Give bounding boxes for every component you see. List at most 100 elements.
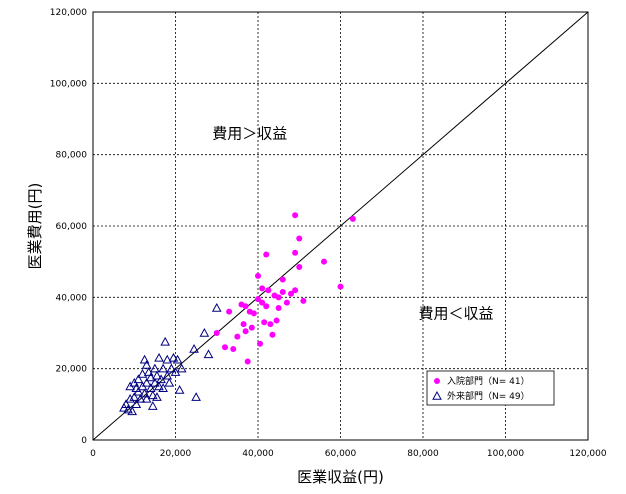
data-point-2 (168, 352, 179, 362)
data-point-2 (139, 388, 150, 398)
data-point-1 (250, 310, 257, 317)
data-point-1 (292, 212, 299, 219)
data-point-2 (131, 383, 142, 392)
x-tick-label: 100,000 (487, 449, 524, 459)
y-tick-label: 120,000 (50, 8, 87, 18)
data-point-1 (248, 324, 255, 331)
data-point-1 (300, 297, 307, 304)
data-point-2 (123, 404, 133, 414)
data-point-2 (133, 374, 144, 384)
y-tick-label: 100,000 (50, 79, 87, 89)
region-label: 費用＜収益 (418, 305, 493, 323)
data-point-1 (267, 321, 274, 328)
data-point-1 (222, 344, 228, 351)
data-point-1 (275, 294, 282, 301)
data-point-2 (174, 385, 185, 394)
data-point-2 (189, 344, 199, 353)
x-tick-label: 60,000 (325, 449, 357, 459)
legend-marker (434, 378, 440, 384)
data-point-2 (139, 354, 150, 364)
data-point-1 (242, 303, 249, 310)
data-point-1 (269, 331, 276, 338)
data-point-1 (259, 299, 266, 306)
data-point-2 (203, 349, 214, 359)
data-point-2 (135, 393, 146, 403)
data-point-1 (292, 287, 299, 294)
region-label: 費用＞収益 (212, 125, 287, 143)
data-point-2 (129, 392, 140, 401)
x-tick-label: 0 (90, 449, 96, 459)
data-point-2 (137, 368, 148, 378)
data-point-1 (244, 358, 251, 365)
data-points (119, 212, 356, 416)
data-point-1 (263, 303, 270, 310)
y-tick-labels: 0 20,000 40,000 60,000 80,000 100,000 120,000 (50, 8, 87, 446)
data-point-1 (321, 258, 327, 265)
data-point-2 (199, 327, 210, 337)
data-point-2 (145, 383, 156, 392)
x-tick-labels: 0 20,000 40,000 60,000 80,000 100,000 120,000 (90, 449, 607, 459)
data-point-2 (172, 354, 183, 364)
x-tick-label: 20,000 (160, 449, 192, 459)
data-point-1 (261, 319, 268, 326)
data-point-1 (296, 235, 303, 242)
data-point-2 (141, 377, 152, 387)
data-point-1 (213, 330, 220, 336)
x-axis-title: 医業収益(円) (297, 468, 384, 486)
y-tick-label: 60,000 (56, 222, 88, 232)
data-point-1 (337, 283, 344, 290)
data-point-1 (230, 346, 237, 353)
data-point-1 (273, 317, 280, 324)
data-point-2 (152, 370, 162, 380)
data-point-2 (166, 363, 177, 373)
data-point-1 (240, 321, 247, 328)
data-point-2 (121, 399, 131, 409)
data-point-1 (259, 285, 266, 292)
y-tick-label: 40,000 (56, 293, 88, 303)
data-point-2 (127, 406, 138, 416)
legend-label: 外来部門（N= 49） (447, 390, 530, 402)
data-point-2 (162, 370, 173, 380)
data-point-2 (160, 336, 171, 346)
data-point-2 (145, 372, 156, 382)
y-tick-label: 80,000 (56, 151, 88, 161)
data-point-1 (349, 215, 356, 222)
data-point-1 (255, 296, 261, 303)
x-tick-label: 120,000 (569, 449, 606, 459)
legend: 入院部門（N= 41） 外来部門（N= 49） (426, 370, 555, 406)
data-point-1 (226, 308, 233, 315)
data-point-1 (255, 272, 261, 279)
x-tick-label: 40,000 (242, 449, 274, 459)
data-point-2 (125, 393, 135, 403)
data-point-1 (265, 287, 272, 294)
data-point-1 (288, 290, 294, 297)
data-point-2 (158, 383, 168, 392)
data-point-1 (283, 299, 290, 306)
y-tick-label: 0 (81, 436, 87, 446)
y-tick-label: 20,000 (56, 365, 88, 375)
data-point-2 (154, 352, 164, 362)
data-point-2 (147, 390, 158, 400)
data-point-2 (154, 381, 164, 391)
legend-box (426, 370, 555, 406)
data-point-1 (296, 264, 303, 271)
data-point-2 (152, 392, 162, 401)
data-point-1 (275, 305, 282, 312)
x-tick-label: 80,000 (407, 449, 439, 459)
data-point-2 (176, 363, 187, 373)
data-point-1 (234, 333, 241, 340)
data-point-1 (257, 340, 264, 347)
data-point-1 (292, 249, 299, 256)
data-point-2 (164, 377, 175, 387)
data-point-2 (191, 392, 201, 401)
data-point-2 (141, 360, 152, 369)
data-point-1 (242, 328, 249, 335)
data-point-2 (158, 363, 168, 373)
legend-label: 入院部門（N= 41） (447, 375, 530, 387)
legend-marker (432, 390, 442, 400)
data-point-2 (162, 354, 173, 364)
data-point-2 (211, 303, 222, 312)
y-axis-title: 医業費用(円) (26, 183, 44, 270)
